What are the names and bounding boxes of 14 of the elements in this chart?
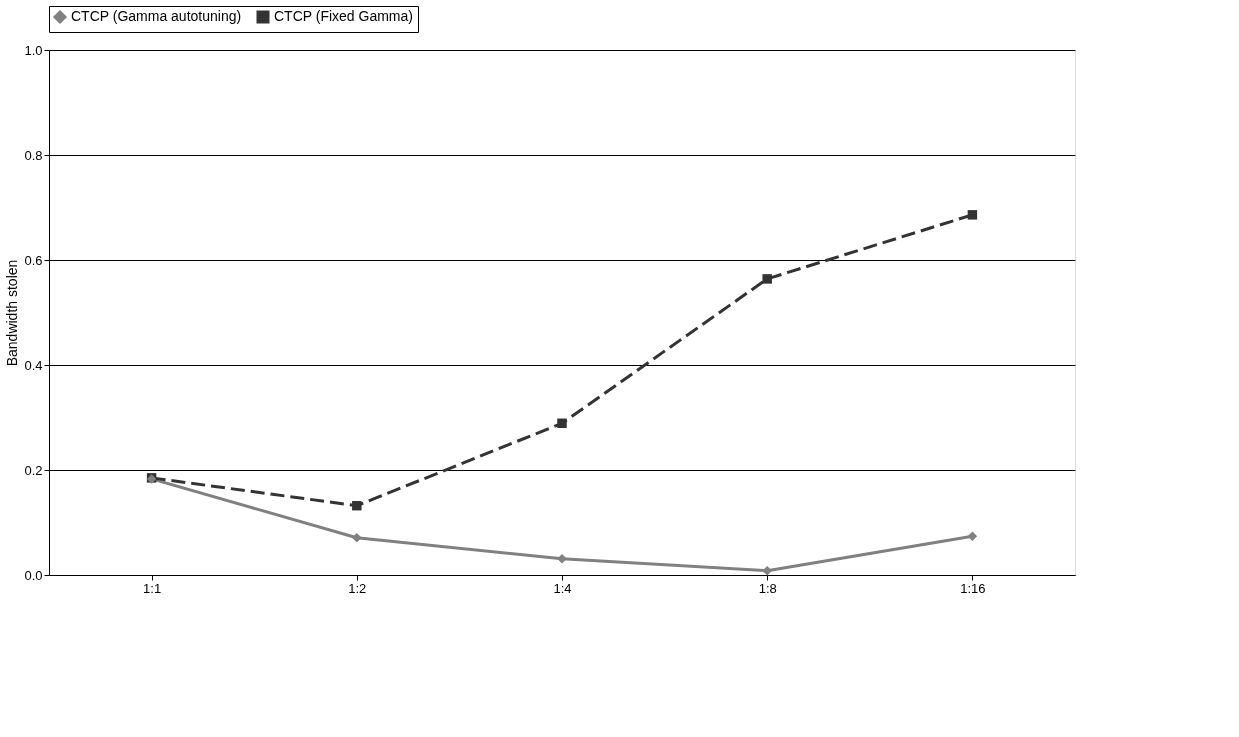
x-tick-label: 1:1	[143, 580, 162, 596]
x-tick-label: 1:2	[348, 580, 367, 596]
y-tick-label: 0.4	[24, 357, 43, 373]
y-tick-label: 0.6	[24, 252, 43, 268]
legend-label: CTCP (Fixed Gamma)	[274, 8, 413, 24]
x-tick-label: 1:8	[758, 580, 777, 596]
legend-label: CTCP (Gamma autotuning)	[71, 8, 242, 24]
y-tick-label: 0.0	[24, 567, 43, 583]
y-tick-label: 0.2	[24, 462, 43, 478]
x-tick-label: 1:16	[960, 580, 986, 596]
y-tick-label: 0.8	[24, 147, 43, 163]
y-axis-title: Bandwidth stolen	[4, 259, 21, 367]
x-tick-label: 1:4	[553, 580, 572, 596]
y-tick-label: 1.0	[24, 42, 43, 58]
